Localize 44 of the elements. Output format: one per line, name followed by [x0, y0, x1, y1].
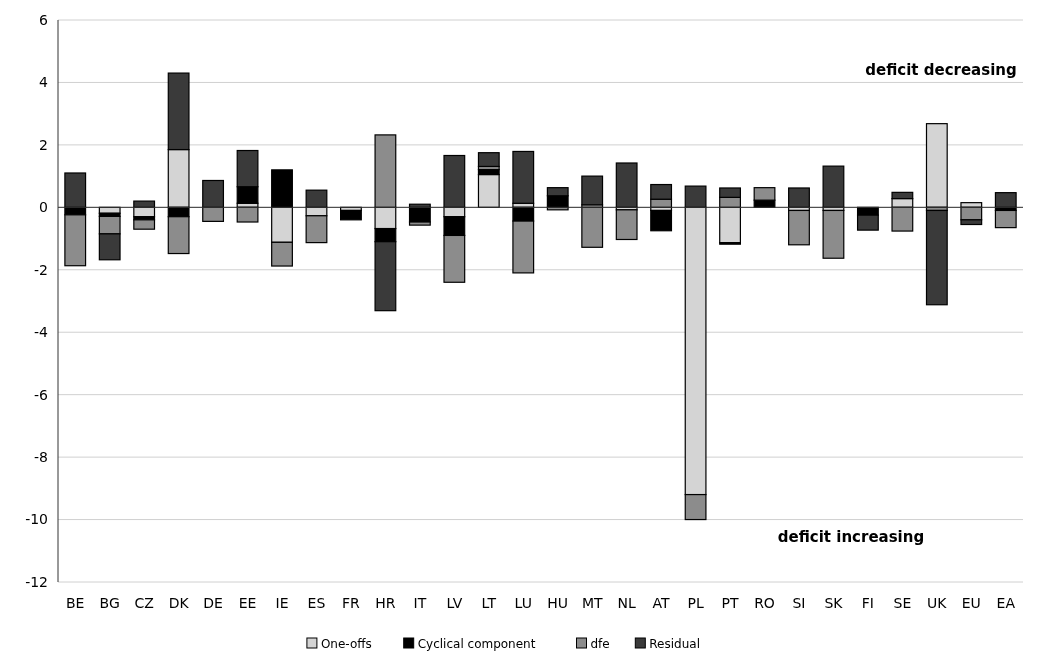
annotation: deficit increasing	[777, 528, 925, 546]
x-tick-label: MT	[581, 595, 603, 611]
x-tick-label: LU	[514, 595, 532, 611]
x-tick-label: IT	[413, 595, 427, 611]
y-tick-label: 0	[39, 199, 48, 216]
x-tick-label: RO	[754, 595, 775, 611]
y-tick-label: -12	[25, 573, 48, 590]
y-tick-label: -2	[34, 261, 48, 278]
x-tick-label: HR	[375, 595, 396, 611]
y-tick-label: -10	[25, 511, 48, 528]
legend-label: dfe	[590, 637, 610, 651]
x-tick-label: DK	[168, 595, 190, 611]
y-tick-label: 6	[39, 11, 49, 28]
x-tick-label: ES	[307, 595, 326, 611]
x-tick-label: SE	[893, 595, 912, 611]
x-tick-label: SI	[792, 595, 806, 611]
x-tick-label: HU	[547, 595, 569, 611]
x-tick-label: BG	[99, 595, 120, 611]
x-tick-label: EU	[961, 595, 981, 611]
y-tick-label: 4	[39, 74, 49, 91]
x-tick-label: PL	[687, 595, 704, 611]
x-tick-label: IE	[275, 595, 289, 611]
legend-label: One-offs	[320, 637, 372, 651]
x-tick-label: EE	[238, 595, 257, 611]
x-tick-label: CZ	[134, 595, 154, 611]
x-tick-label: NL	[617, 595, 636, 611]
y-tick-label: -6	[34, 386, 49, 403]
x-tick-label: BE	[66, 595, 85, 611]
x-tick-label: SK	[824, 595, 844, 611]
annotation: deficit decreasing	[865, 61, 1017, 79]
y-tick-label: 2	[39, 136, 48, 153]
x-tick-label: AT	[652, 595, 671, 611]
x-tick-label: UK	[927, 595, 948, 611]
y-tick-label: -4	[34, 324, 49, 341]
x-tick-label: EA	[996, 595, 1016, 611]
x-tick-label: LT	[481, 595, 497, 611]
legend-label: Cyclical component	[417, 637, 536, 651]
legend-label: Residual	[649, 637, 700, 651]
y-tick-label: -8	[34, 449, 48, 466]
x-tick-label: DE	[203, 595, 223, 611]
x-tick-label: FR	[342, 595, 361, 611]
x-tick-label: FI	[861, 595, 874, 611]
x-tick-label: LV	[446, 595, 463, 611]
x-tick-label: PT	[721, 595, 739, 611]
